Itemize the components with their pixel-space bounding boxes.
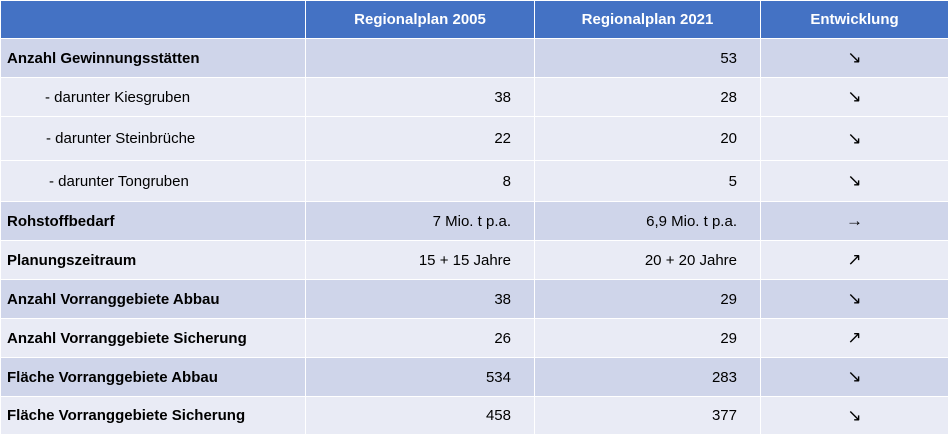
table-row: - darunter Tongruben 8 5 ↘ bbox=[1, 161, 948, 202]
value-2005: 38 bbox=[306, 280, 535, 319]
value-2005: 22 bbox=[306, 117, 535, 161]
header-row: Regionalplan 2005 Regionalplan 2021 Entw… bbox=[1, 1, 948, 39]
table-row: Planungszeitraum 15 + 15 Jahre 20 + 20 J… bbox=[1, 241, 948, 280]
header-regionalplan-2021: Regionalplan 2021 bbox=[535, 1, 761, 39]
table-row: - darunter Kiesgruben 38 28 ↘ bbox=[1, 78, 948, 117]
row-label: Fläche Vorranggebiete Abbau bbox=[1, 358, 306, 397]
value-2021: 28 bbox=[535, 78, 761, 117]
arrow-down-right-icon: ↘ bbox=[761, 78, 948, 117]
arrow-up-right-icon: ↗ bbox=[761, 241, 948, 280]
table-row: Fläche Vorranggebiete Abbau 534 283 ↘ bbox=[1, 358, 948, 397]
value-2021: 29 bbox=[535, 280, 761, 319]
value-2021: 29 bbox=[535, 319, 761, 358]
value-2005: 26 bbox=[306, 319, 535, 358]
row-label: Rohstoffbedarf bbox=[1, 202, 306, 241]
value-2005: 534 bbox=[306, 358, 535, 397]
row-label: Anzahl Gewinnungsstätten bbox=[1, 39, 306, 78]
table-row: Anzahl Vorranggebiete Abbau 38 29 ↘ bbox=[1, 280, 948, 319]
value-2021: 53 bbox=[535, 39, 761, 78]
value-2021: 283 bbox=[535, 358, 761, 397]
row-label: Anzahl Vorranggebiete Sicherung bbox=[1, 319, 306, 358]
header-regionalplan-2005: Regionalplan 2005 bbox=[306, 1, 535, 39]
table-row: Rohstoffbedarf 7 Mio. t p.a. 6,9 Mio. t … bbox=[1, 202, 948, 241]
arrow-down-right-icon: ↘ bbox=[761, 358, 948, 397]
arrow-down-right-icon: ↘ bbox=[761, 117, 948, 161]
row-label: Planungszeitraum bbox=[1, 241, 306, 280]
header-label-column bbox=[1, 1, 306, 39]
arrow-down-right-icon: ↘ bbox=[761, 397, 948, 435]
value-2005: 38 bbox=[306, 78, 535, 117]
value-2005: 458 bbox=[306, 397, 535, 435]
value-2005: 7 Mio. t p.a. bbox=[306, 202, 535, 241]
arrow-down-right-icon: ↘ bbox=[761, 280, 948, 319]
row-label: - darunter Kiesgruben bbox=[1, 78, 306, 117]
value-2021: 6,9 Mio. t p.a. bbox=[535, 202, 761, 241]
value-2005: 8 bbox=[306, 161, 535, 202]
arrow-up-right-icon: ↗ bbox=[761, 319, 948, 358]
row-label: Anzahl Vorranggebiete Abbau bbox=[1, 280, 306, 319]
value-2021: 20 bbox=[535, 117, 761, 161]
value-2021: 377 bbox=[535, 397, 761, 435]
header-entwicklung: Entwicklung bbox=[761, 1, 948, 39]
table-row: Fläche Vorranggebiete Sicherung 458 377 … bbox=[1, 397, 948, 435]
table-row: Anzahl Vorranggebiete Sicherung 26 29 ↗ bbox=[1, 319, 948, 358]
row-label: - darunter Tongruben bbox=[1, 161, 306, 202]
value-2005 bbox=[306, 39, 535, 78]
row-label: Fläche Vorranggebiete Sicherung bbox=[1, 397, 306, 435]
arrow-down-right-icon: ↘ bbox=[761, 39, 948, 78]
table-row: Anzahl Gewinnungsstätten 53 ↘ bbox=[1, 39, 948, 78]
row-label: - darunter Steinbrüche bbox=[1, 117, 306, 161]
value-2021: 5 bbox=[535, 161, 761, 202]
table-row: - darunter Steinbrüche 22 20 ↘ bbox=[1, 117, 948, 161]
arrow-down-right-icon: ↘ bbox=[761, 161, 948, 202]
arrow-right-icon: → bbox=[761, 202, 948, 241]
value-2021: 20 + 20 Jahre bbox=[535, 241, 761, 280]
value-2005: 15 + 15 Jahre bbox=[306, 241, 535, 280]
